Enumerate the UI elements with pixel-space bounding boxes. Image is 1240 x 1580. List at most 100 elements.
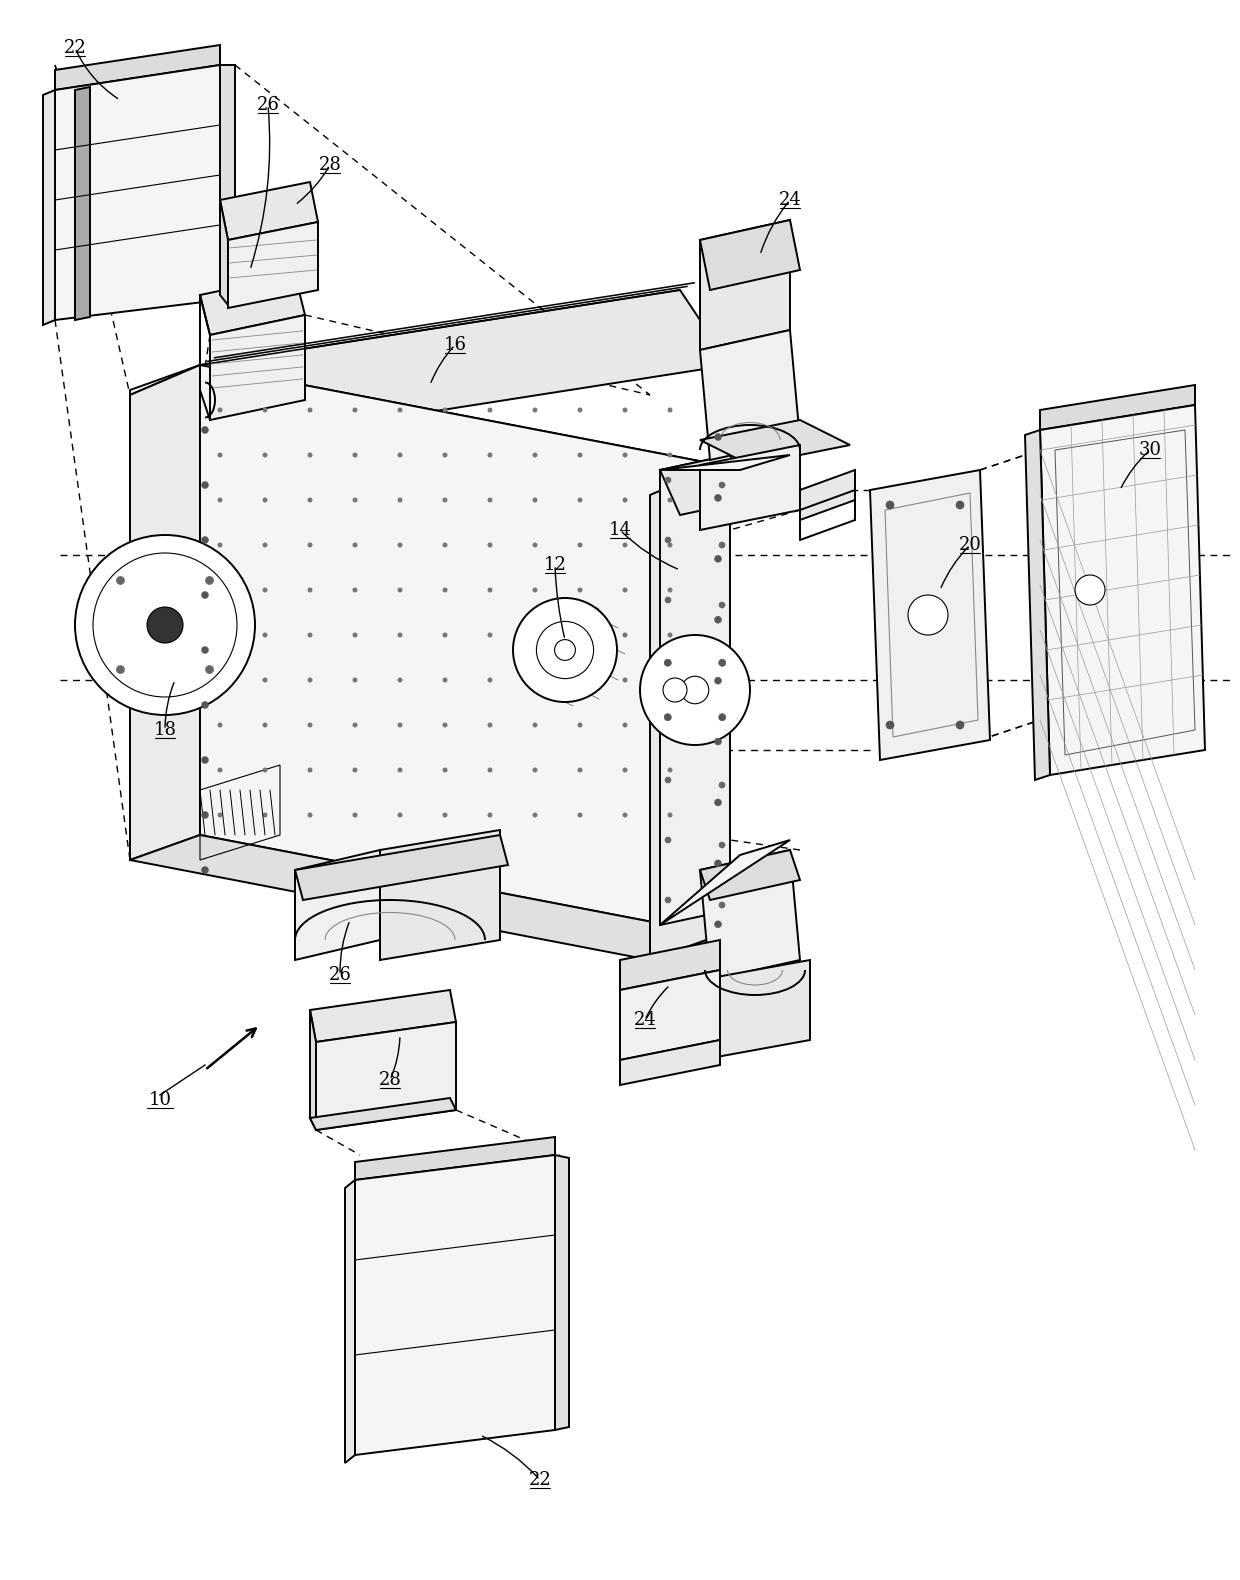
Polygon shape (701, 330, 800, 460)
Circle shape (202, 591, 208, 599)
Circle shape (263, 722, 268, 727)
Circle shape (202, 866, 208, 874)
Polygon shape (210, 314, 305, 420)
Polygon shape (43, 90, 55, 325)
Circle shape (667, 632, 672, 637)
Circle shape (352, 408, 357, 412)
Circle shape (308, 588, 312, 592)
Circle shape (202, 427, 208, 433)
Circle shape (622, 768, 627, 773)
Circle shape (622, 812, 627, 817)
Circle shape (667, 588, 672, 592)
Text: 12: 12 (543, 556, 567, 574)
Circle shape (622, 588, 627, 592)
Circle shape (443, 722, 448, 727)
Circle shape (117, 577, 124, 585)
Polygon shape (219, 182, 317, 240)
Polygon shape (1040, 386, 1195, 430)
Polygon shape (620, 1040, 720, 1085)
Polygon shape (556, 1155, 569, 1430)
Circle shape (622, 498, 627, 502)
Text: 30: 30 (1138, 441, 1162, 460)
Circle shape (532, 812, 537, 817)
Circle shape (956, 720, 963, 728)
Circle shape (206, 665, 213, 673)
Circle shape (1075, 575, 1105, 605)
Circle shape (714, 678, 722, 684)
Circle shape (443, 812, 448, 817)
Circle shape (578, 632, 583, 637)
Circle shape (640, 635, 750, 746)
Polygon shape (55, 44, 219, 90)
Circle shape (487, 498, 492, 502)
Polygon shape (870, 469, 990, 760)
Text: 20: 20 (959, 536, 981, 555)
Circle shape (719, 542, 725, 548)
Circle shape (665, 597, 671, 604)
Circle shape (532, 588, 537, 592)
Polygon shape (130, 365, 200, 855)
Circle shape (352, 632, 357, 637)
Circle shape (532, 498, 537, 502)
Circle shape (665, 717, 671, 724)
Circle shape (719, 662, 725, 668)
Circle shape (956, 501, 963, 509)
Polygon shape (660, 455, 750, 515)
Circle shape (443, 588, 448, 592)
Circle shape (719, 659, 725, 667)
Circle shape (148, 607, 184, 643)
Circle shape (308, 722, 312, 727)
Circle shape (578, 452, 583, 458)
Circle shape (578, 678, 583, 683)
Circle shape (487, 768, 492, 773)
Circle shape (217, 498, 222, 502)
Circle shape (443, 498, 448, 502)
Polygon shape (310, 1098, 456, 1130)
Circle shape (308, 452, 312, 458)
Circle shape (667, 498, 672, 502)
Circle shape (578, 588, 583, 592)
Circle shape (714, 738, 722, 746)
Circle shape (352, 498, 357, 502)
Polygon shape (650, 465, 720, 961)
Circle shape (443, 768, 448, 773)
Circle shape (714, 495, 722, 501)
Circle shape (398, 812, 403, 817)
Circle shape (532, 678, 537, 683)
Circle shape (537, 621, 594, 678)
Circle shape (665, 837, 671, 844)
Polygon shape (701, 220, 790, 351)
Polygon shape (355, 1138, 556, 1180)
Polygon shape (200, 365, 720, 935)
Circle shape (217, 542, 222, 548)
Circle shape (487, 678, 492, 683)
Text: 26: 26 (329, 965, 351, 984)
Circle shape (398, 588, 403, 592)
Polygon shape (295, 834, 508, 901)
Circle shape (487, 812, 492, 817)
Circle shape (554, 640, 575, 660)
Circle shape (665, 659, 671, 667)
Circle shape (681, 676, 709, 703)
Polygon shape (345, 1180, 355, 1463)
Circle shape (117, 665, 124, 673)
Circle shape (622, 542, 627, 548)
Circle shape (622, 408, 627, 412)
Circle shape (263, 408, 268, 412)
Circle shape (887, 720, 894, 728)
Polygon shape (200, 291, 730, 439)
Circle shape (308, 768, 312, 773)
Circle shape (665, 537, 671, 544)
Circle shape (93, 553, 237, 697)
Circle shape (398, 452, 403, 458)
Circle shape (667, 452, 672, 458)
Text: 22: 22 (63, 40, 87, 57)
Text: 16: 16 (444, 337, 466, 354)
Circle shape (622, 452, 627, 458)
Text: 26: 26 (257, 96, 279, 114)
Polygon shape (130, 365, 720, 495)
Circle shape (443, 632, 448, 637)
Circle shape (714, 555, 722, 562)
Circle shape (206, 577, 213, 585)
Circle shape (443, 452, 448, 458)
